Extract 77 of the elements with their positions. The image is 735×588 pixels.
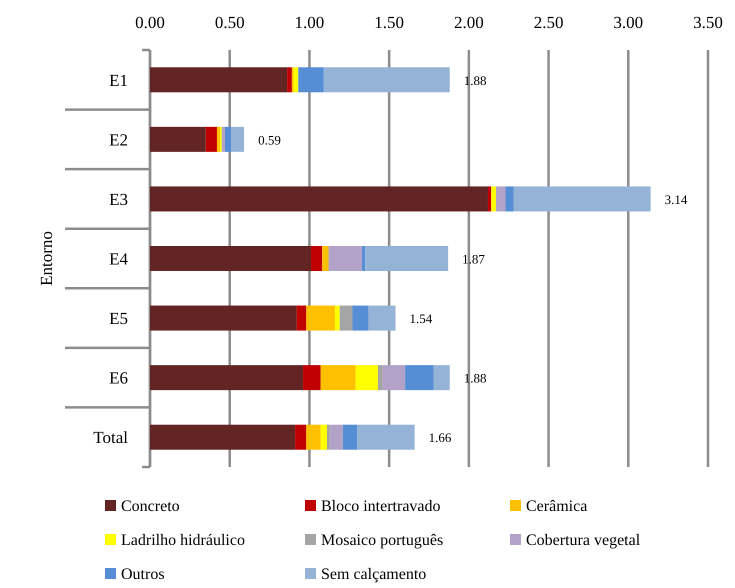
y-tick-label: E3 [109,190,128,209]
legend-label: Sem calçamento [321,566,426,583]
x-tick-label: 0.00 [135,13,165,32]
legend-label: Bloco intertravado [321,498,441,515]
legend-label: Cobertura vegetal [526,532,641,549]
bar [303,365,321,390]
bar [150,246,312,272]
bar [405,365,434,390]
bar [298,67,324,92]
total-label: 1.66 [428,430,452,446]
bar [330,424,343,450]
bar [287,67,292,92]
bar [434,365,450,390]
x-tick-label: 1.00 [294,13,324,32]
bar [357,424,415,450]
bar [222,126,225,152]
x-tick-label: 1.50 [374,13,404,32]
bar [365,246,448,272]
bar [352,306,368,331]
bar [320,365,356,390]
bar [296,306,306,331]
bar [368,306,396,331]
bar [150,424,296,450]
bar [382,365,406,390]
bar [206,126,217,152]
bar [306,424,321,450]
legend-label: Concreto [121,498,180,515]
total-label: 3.14 [664,192,688,207]
total-label: 1.88 [464,370,486,386]
y-tick-label: E2 [109,130,128,150]
y-tick-label: E1 [109,70,128,90]
y-axis-title: Entorno [37,231,56,286]
bar [326,424,330,450]
total-label: 1.88 [464,72,486,88]
y-tick-label: Total [93,428,128,448]
legend-label: Outros [121,566,165,583]
total-label: 1.54 [410,311,433,326]
bar [491,186,496,212]
y-tick-label: E4 [109,250,128,268]
y-tick-label: E5 [109,309,128,328]
bar [306,306,335,331]
bar [295,424,306,450]
legend-label: Ladrilho hidráulico [121,532,245,549]
bar [293,67,298,92]
total-label: 1.87 [462,252,486,266]
bar [231,126,244,152]
bar [150,126,206,152]
bar [224,126,232,152]
bar [150,365,304,390]
bar [340,306,352,331]
total-label: 0.59 [258,132,281,148]
legend-label: Mosaico português [321,532,444,549]
bar [311,246,322,272]
x-tick-label: 0.50 [214,13,245,32]
bar [356,365,378,390]
bar [324,67,450,92]
x-tick-label: 3.50 [693,13,723,32]
bar [496,186,506,212]
bar [488,186,492,212]
x-tick-label: 3.00 [613,13,644,32]
bar [322,246,329,272]
y-tick-label: E6 [109,368,128,388]
legend-label: Cerâmica [526,498,588,515]
bar [513,186,651,212]
bar [150,306,297,331]
x-tick-label: 2.50 [534,13,564,32]
bar [150,67,288,92]
bar [320,424,327,450]
bar [506,186,514,212]
bar [150,186,488,212]
bar [334,306,340,331]
x-tick-label: 2.00 [454,13,484,32]
bar [378,365,383,390]
bar [342,424,358,450]
bar [328,246,362,272]
bar [362,246,366,272]
bar [216,126,220,152]
